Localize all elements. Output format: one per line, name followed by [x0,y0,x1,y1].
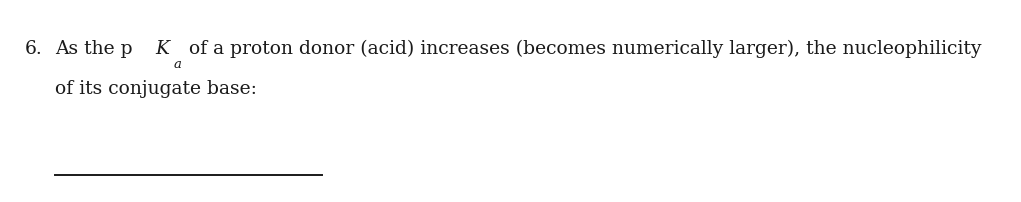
Text: 6.: 6. [25,40,43,58]
Text: As the p: As the p [55,40,133,58]
Text: of its conjugate base:: of its conjugate base: [55,80,257,98]
Text: K: K [155,40,169,58]
Text: a: a [174,58,181,71]
Text: of a proton donor (acid) increases (becomes numerically larger), the nucleophili: of a proton donor (acid) increases (beco… [184,40,982,58]
